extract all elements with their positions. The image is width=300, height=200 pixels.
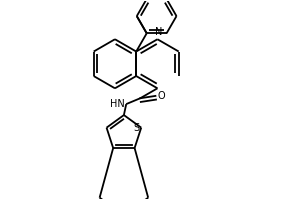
Text: O: O xyxy=(157,91,165,101)
Text: HN: HN xyxy=(110,99,125,109)
Text: S: S xyxy=(133,123,140,133)
Text: N: N xyxy=(155,27,162,37)
